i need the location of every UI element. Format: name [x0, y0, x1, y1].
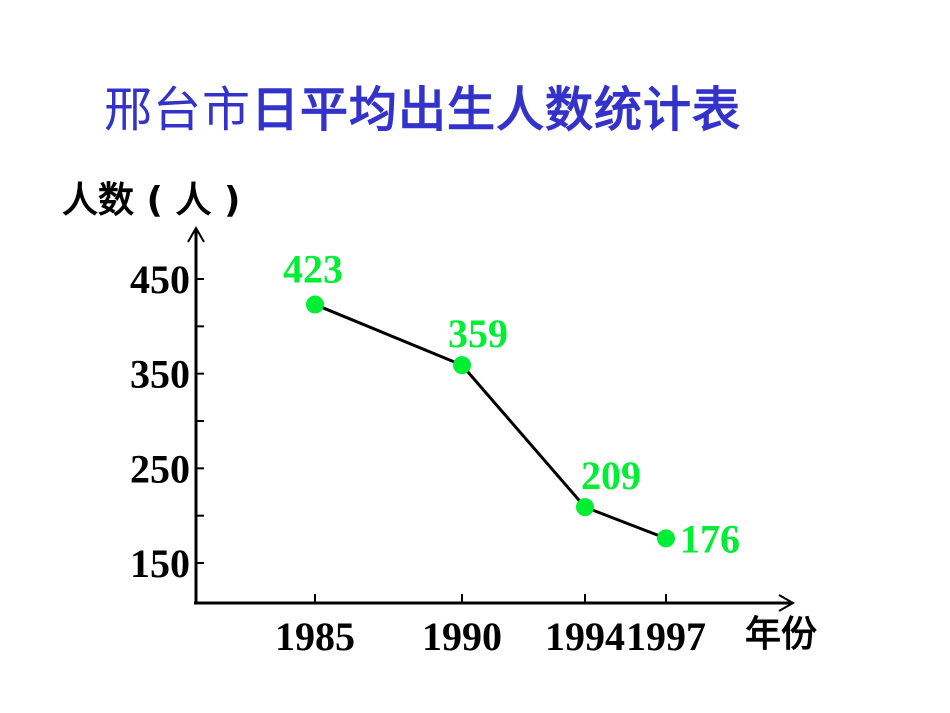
- data-label: 209: [581, 453, 641, 498]
- data-point: [306, 295, 324, 314]
- chart-title-main: 日平均出生人数统计表: [251, 82, 742, 138]
- y-tick-label: 150: [130, 541, 190, 586]
- data-label: 359: [448, 311, 508, 356]
- data-point: [576, 498, 594, 517]
- data-label: 423: [283, 247, 343, 292]
- data-label: 176: [680, 516, 740, 561]
- x-tick-label: 1985: [275, 614, 355, 659]
- x-axis-label: 年份: [745, 614, 818, 655]
- data-series: 423 359 209 176: [283, 247, 740, 562]
- x-tick-label: 1997: [626, 614, 706, 659]
- y-tick-label: 250: [130, 446, 190, 491]
- chart-title: 邢台市日平均出生人数统计表: [104, 78, 804, 142]
- x-tick-label: 1994: [545, 614, 625, 659]
- y-tick-label: 450: [130, 257, 190, 302]
- y-axis-arrow-icon: [187, 225, 205, 243]
- x-ticks: 1985 1990 1994 1997: [275, 594, 706, 659]
- y-tick-label: 350: [130, 352, 190, 397]
- y-axis-label: 人数 ( 人 ): [62, 180, 241, 221]
- series-line: [314, 303, 667, 540]
- x-axis-arrow-icon: [778, 594, 796, 612]
- x-tick-label: 1990: [422, 614, 502, 659]
- data-point: [453, 356, 471, 375]
- chart-title-city: 邢台市: [104, 82, 252, 138]
- data-point: [657, 529, 675, 548]
- y-ticks: 450 350 250 150: [130, 257, 204, 586]
